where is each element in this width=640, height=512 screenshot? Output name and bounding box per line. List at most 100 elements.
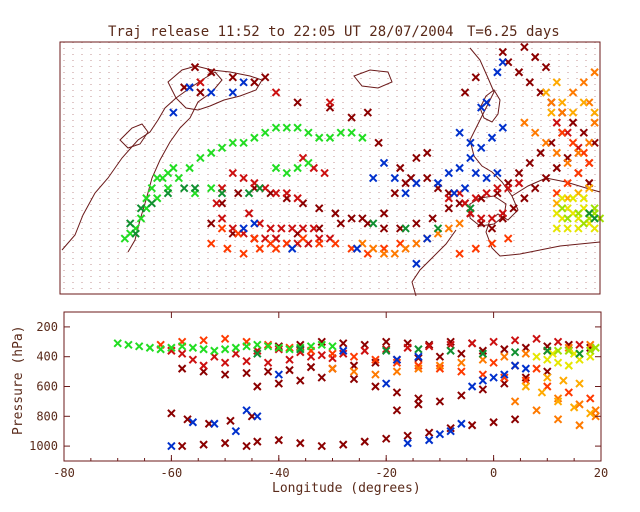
pressure-point [349, 374, 359, 384]
pressure-point [381, 337, 391, 347]
map-point [401, 224, 410, 233]
pressure-point [532, 406, 541, 415]
map-point [579, 78, 589, 87]
map-point [552, 163, 562, 173]
pressure-trajectory-marks [113, 334, 600, 451]
map-point [120, 234, 130, 243]
pressure-point [199, 361, 208, 370]
map-point [260, 73, 270, 82]
map-point [325, 133, 335, 142]
map-point [390, 188, 400, 198]
x-axis-label: Longitude (degrees) [272, 481, 421, 496]
pressure-point [553, 394, 563, 403]
map-point [525, 158, 535, 168]
map-point [250, 219, 259, 228]
pressure-point [575, 379, 584, 388]
pressure-point [177, 342, 187, 351]
pressure-point [226, 416, 235, 425]
map-point [579, 194, 589, 203]
map-point [412, 178, 421, 188]
pressure-point [537, 388, 547, 397]
pressure-point [414, 353, 423, 363]
pressure-point [242, 406, 251, 415]
pressure-point [285, 355, 294, 364]
map-point [530, 52, 540, 62]
map-point [574, 168, 583, 178]
pressure-point [489, 418, 498, 427]
pressure-point [575, 400, 584, 409]
map-point [557, 128, 567, 137]
pressure-point [339, 349, 348, 358]
map-point [239, 224, 248, 233]
pressure-point [317, 340, 326, 349]
x-tick-label: 0 [490, 466, 497, 480]
map-point [174, 173, 184, 183]
pressure-point [242, 342, 251, 351]
pressure-point [274, 379, 284, 388]
map-point [444, 224, 454, 233]
map-point [395, 163, 405, 173]
pressure-point [253, 437, 262, 446]
map-point [590, 214, 599, 223]
map-point [223, 244, 232, 253]
map-point [347, 128, 356, 137]
map-point [196, 88, 205, 97]
map-point [239, 249, 248, 258]
pressure-point [435, 397, 445, 406]
map-point [509, 204, 518, 213]
pressure-point [392, 355, 402, 364]
map-point [455, 249, 464, 258]
pressure-point [371, 370, 380, 379]
map-point [476, 143, 486, 153]
pressure-point [296, 438, 305, 448]
pressure-point [446, 426, 455, 436]
map-point [552, 148, 562, 158]
map-point [239, 173, 248, 183]
map-point [368, 244, 378, 253]
pressure-point [188, 355, 198, 364]
map-point [444, 168, 454, 178]
pressure-point [231, 343, 241, 352]
pressure-point [467, 382, 477, 391]
pressure-point [381, 345, 391, 354]
map-point [498, 123, 508, 132]
map-point [136, 204, 146, 213]
pressure-point [167, 441, 176, 451]
pressure-point [435, 364, 445, 373]
pressure-point [339, 440, 348, 449]
map-point [282, 188, 292, 198]
pressure-point [124, 340, 133, 349]
map-point [185, 163, 194, 173]
map-point [498, 57, 508, 67]
map-point [514, 168, 524, 178]
map-point [152, 173, 162, 183]
map-point [422, 234, 432, 243]
map-point [136, 214, 146, 223]
coastline-newfoundland [119, 123, 149, 149]
pressure-point [424, 435, 434, 445]
map-point [206, 88, 216, 97]
map-point [347, 113, 356, 122]
pressure-point [392, 388, 402, 397]
map-point [487, 224, 497, 233]
x-tick-label: -40 [268, 466, 290, 480]
pressure-point [220, 358, 230, 367]
map-point [163, 188, 173, 198]
coastline-iceland [353, 69, 393, 89]
map-point [304, 128, 313, 137]
map-point [541, 62, 551, 72]
pressure-point [489, 358, 498, 367]
pressure-point [177, 441, 187, 451]
pressure-point [263, 367, 273, 376]
pressure-point [220, 334, 230, 344]
map-point [557, 194, 567, 203]
pressure-point [134, 342, 144, 351]
pressure-point [521, 364, 531, 373]
pressure-point [457, 358, 466, 367]
map-point [390, 173, 400, 183]
chart-subtitle: T=6.25 days [467, 24, 560, 40]
pressure-point [306, 342, 316, 351]
map-point [217, 214, 227, 223]
map-point [493, 168, 502, 178]
